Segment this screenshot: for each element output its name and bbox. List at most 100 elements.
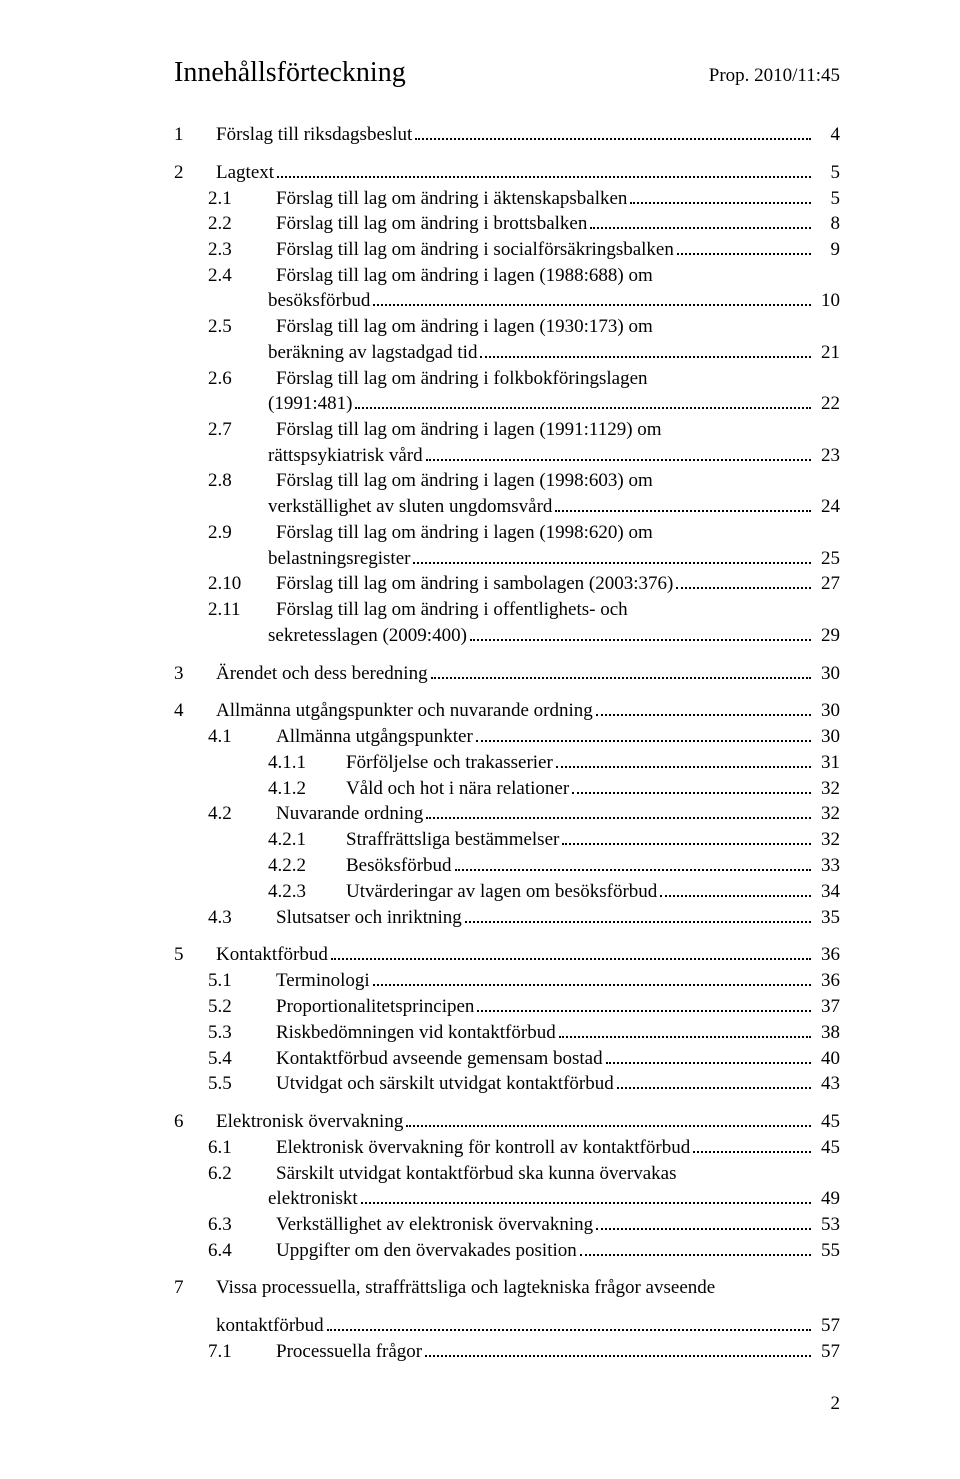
toc-text: elektroniskt <box>268 1186 358 1212</box>
toc-number: 2.6 <box>208 366 276 392</box>
toc-entry: 5.3Riskbedömningen vid kontaktförbud38 <box>208 1020 840 1046</box>
toc-text: Riskbedömningen vid kontaktförbud <box>276 1020 556 1046</box>
toc-leader-dots <box>556 750 811 768</box>
toc-entry: 5Kontaktförbud36 <box>174 942 840 968</box>
toc-entry: 2.3Förslag till lag om ändring i socialf… <box>208 237 840 263</box>
toc-number: 6.3 <box>208 1212 276 1238</box>
toc-number: 2.10 <box>208 571 276 597</box>
toc-text: Förslag till lag om ändring i socialförs… <box>276 237 674 263</box>
toc-text: Särskilt utvidgat kontaktförbud ska kunn… <box>276 1161 677 1187</box>
toc-text: Processuella frågor <box>276 1339 422 1365</box>
toc-entry: 2.10Förslag till lag om ändring i sambol… <box>208 571 840 597</box>
toc-text: Ärendet och dess beredning <box>216 661 428 687</box>
toc-text: Utvidgat och särskilt utvidgat kontaktfö… <box>276 1071 614 1097</box>
toc-text: rättspsykiatrisk vård <box>268 443 423 469</box>
toc-number: 2.3 <box>208 237 276 263</box>
toc-number: 4.3 <box>208 905 276 931</box>
toc-page: 36 <box>814 968 840 994</box>
toc-number: 4.1.2 <box>268 776 346 802</box>
toc-number: 5.1 <box>208 968 276 994</box>
toc-page: 45 <box>814 1135 840 1161</box>
toc-text: Vissa processuella, straffrättsliga och … <box>216 1275 715 1301</box>
toc-text: Förslag till lag om ändring i sambolagen… <box>276 571 673 597</box>
toc-leader-dots <box>477 994 811 1012</box>
toc-text: Slutsatser och inriktning <box>276 905 462 931</box>
toc-entry-continuation: belastningsregister25 <box>268 545 840 571</box>
toc-entry-continuation: sekretesslagen (2009:400)29 <box>268 623 840 649</box>
toc-leader-dots <box>361 1186 811 1204</box>
toc-number: 2.1 <box>208 186 276 212</box>
toc-leader-dots <box>373 288 811 306</box>
toc-page: 23 <box>814 443 840 469</box>
toc-leader-dots <box>406 1109 811 1127</box>
toc-entry: 6.3Verkställighet av elektronisk övervak… <box>208 1212 840 1238</box>
toc-entry-continuation: beräkning av lagstadgad tid21 <box>268 340 840 366</box>
toc-text: Utvärderingar av lagen om besöksförbud <box>346 879 657 905</box>
toc-entry: 6Elektronisk övervakning45 <box>174 1109 840 1135</box>
toc-page: 30 <box>814 661 840 687</box>
toc-text: Allmänna utgångspunkter <box>276 724 473 750</box>
toc-text: Lagtext <box>216 160 274 186</box>
toc-number: 4.1.1 <box>268 750 346 776</box>
toc-entry: 4.2.2Besöksförbud33 <box>268 853 840 879</box>
toc-number: 4.2.1 <box>268 827 346 853</box>
toc-leader-dots <box>480 340 811 358</box>
toc-text: Besöksförbud <box>346 853 452 879</box>
toc-page: 30 <box>814 698 840 724</box>
toc-entry: 2.6Förslag till lag om ändring i folkbok… <box>208 366 840 392</box>
toc-page: 5 <box>814 160 840 186</box>
toc-page: 25 <box>814 546 840 572</box>
toc-text: Uppgifter om den övervakades position <box>276 1238 577 1264</box>
toc-text: Kontaktförbud avseende gemensam bostad <box>276 1046 603 1072</box>
toc-page: 31 <box>814 750 840 776</box>
toc-number: 6.4 <box>208 1238 276 1264</box>
toc-text: Förslag till lag om ändring i lagen (193… <box>276 314 653 340</box>
toc-text: (1991:481) <box>268 391 352 417</box>
toc-entry: 2.4Förslag till lag om ändring i lagen (… <box>208 263 840 289</box>
toc-page: 57 <box>814 1339 840 1365</box>
toc-entry-continuation: kontaktförbud57 <box>174 1313 840 1339</box>
toc-text: Förslag till lag om ändring i offentligh… <box>276 597 628 623</box>
toc-page: 27 <box>814 571 840 597</box>
toc-leader-dots <box>355 391 811 409</box>
toc-text: besöksförbud <box>268 288 370 314</box>
page-header: Innehållsförteckning Prop. 2010/11:45 <box>174 54 840 92</box>
toc-text: Förslag till lag om ändring i lagen (199… <box>276 417 662 443</box>
toc-number: 6.2 <box>208 1161 276 1187</box>
toc-entry: 7Vissa processuella, straffrättsliga och… <box>174 1275 840 1301</box>
toc-number: 2.8 <box>208 468 276 494</box>
toc-leader-dots <box>476 724 811 742</box>
toc-leader-dots <box>373 968 811 986</box>
toc-leader-dots <box>425 1339 811 1357</box>
toc-page: 10 <box>814 288 840 314</box>
toc-page: 43 <box>814 1071 840 1097</box>
toc-leader-dots <box>331 942 811 960</box>
toc-leader-dots <box>660 879 811 897</box>
toc-number: 1 <box>174 122 216 148</box>
toc-leader-dots <box>580 1238 811 1256</box>
toc-entry: 4.1.2Våld och hot i nära relationer32 <box>268 776 840 802</box>
toc-leader-dots <box>455 853 811 871</box>
toc-page: 34 <box>814 879 840 905</box>
toc-page: 32 <box>814 801 840 827</box>
toc-entry: 2.5Förslag till lag om ändring i lagen (… <box>208 314 840 340</box>
toc-entry: 2.11Förslag till lag om ändring i offent… <box>208 597 840 623</box>
toc-page: 33 <box>814 853 840 879</box>
toc-text: Förslag till lag om ändring i lagen (199… <box>276 468 653 494</box>
toc-page: 38 <box>814 1020 840 1046</box>
toc-leader-dots <box>617 1071 811 1089</box>
toc-entry: 2Lagtext5 <box>174 160 840 186</box>
toc-number: 6.1 <box>208 1135 276 1161</box>
toc-leader-dots <box>465 904 811 922</box>
toc-page: 57 <box>814 1313 840 1339</box>
toc-entry: 5.5Utvidgat och särskilt utvidgat kontak… <box>208 1071 840 1097</box>
toc-leader-dots <box>426 443 811 461</box>
toc-text: Förslag till lag om ändring i lagen (198… <box>276 263 653 289</box>
toc-text: Förföljelse och trakasserier <box>346 750 553 776</box>
toc-number: 3 <box>174 661 216 687</box>
toc-text: Förslag till lag om ändring i folkbokför… <box>276 366 648 392</box>
toc-page: 45 <box>814 1109 840 1135</box>
toc-text: Förslag till lag om ändring i lagen (199… <box>276 520 653 546</box>
toc-entry: 4.2.3Utvärderingar av lagen om besöksför… <box>268 879 840 905</box>
toc-page: 29 <box>814 623 840 649</box>
